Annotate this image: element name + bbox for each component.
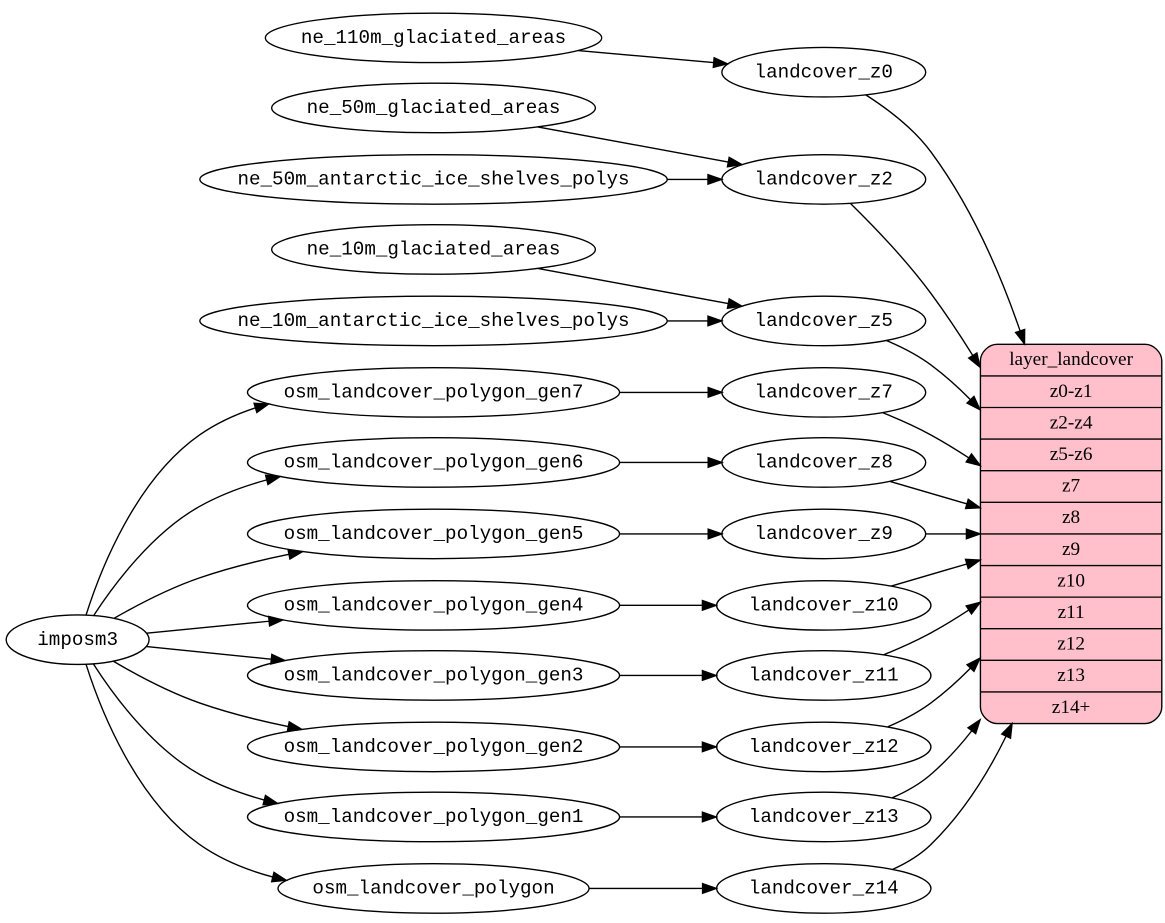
svg-text:z14+: z14+ <box>1052 697 1091 718</box>
svg-text:landcover_z10: landcover_z10 <box>749 594 899 616</box>
svg-text:ne_50m_antarctic_ice_shelves_p: ne_50m_antarctic_ice_shelves_polys <box>237 168 629 190</box>
svg-text:z13: z13 <box>1057 665 1085 686</box>
svg-text:landcover_z2: landcover_z2 <box>755 168 893 190</box>
svg-text:z5-z6: z5-z6 <box>1050 444 1093 465</box>
svg-text:z7: z7 <box>1062 476 1081 497</box>
svg-text:landcover_z7: landcover_z7 <box>755 381 893 403</box>
svg-text:osm_landcover_polygon_gen7: osm_landcover_polygon_gen7 <box>284 381 584 403</box>
svg-text:landcover_z12: landcover_z12 <box>749 736 899 758</box>
svg-text:ne_50m_glaciated_areas: ne_50m_glaciated_areas <box>307 97 561 119</box>
svg-text:osm_landcover_polygon_gen6: osm_landcover_polygon_gen6 <box>284 452 584 474</box>
svg-text:ne_110m_glaciated_areas: ne_110m_glaciated_areas <box>301 27 566 49</box>
svg-text:z12: z12 <box>1057 634 1085 655</box>
svg-text:layer_landcover: layer_landcover <box>1009 349 1133 370</box>
svg-text:landcover_z0: landcover_z0 <box>755 61 893 83</box>
svg-text:z10: z10 <box>1057 570 1085 591</box>
svg-text:z0-z1: z0-z1 <box>1050 381 1093 402</box>
svg-text:landcover_z8: landcover_z8 <box>755 452 893 474</box>
svg-text:z9: z9 <box>1062 539 1080 560</box>
svg-text:z2-z4: z2-z4 <box>1050 412 1093 433</box>
svg-text:osm_landcover_polygon_gen1: osm_landcover_polygon_gen1 <box>284 806 584 828</box>
svg-text:z8: z8 <box>1062 507 1080 528</box>
svg-text:landcover_z9: landcover_z9 <box>755 523 893 545</box>
svg-text:osm_landcover_polygon_gen2: osm_landcover_polygon_gen2 <box>284 736 584 758</box>
svg-text:ne_10m_glaciated_areas: ne_10m_glaciated_areas <box>307 239 561 261</box>
svg-text:imposm3: imposm3 <box>37 629 118 651</box>
svg-text:osm_landcover_polygon: osm_landcover_polygon <box>312 878 554 900</box>
svg-text:z11: z11 <box>1058 602 1085 623</box>
svg-text:ne_10m_antarctic_ice_shelves_p: ne_10m_antarctic_ice_shelves_polys <box>237 310 629 332</box>
svg-text:landcover_z5: landcover_z5 <box>755 310 893 332</box>
svg-text:landcover_z13: landcover_z13 <box>749 806 899 828</box>
svg-text:osm_landcover_polygon_gen5: osm_landcover_polygon_gen5 <box>284 523 584 545</box>
svg-text:osm_landcover_polygon_gen3: osm_landcover_polygon_gen3 <box>284 665 584 687</box>
svg-text:landcover_z11: landcover_z11 <box>749 665 899 687</box>
svg-text:landcover_z14: landcover_z14 <box>749 878 899 900</box>
svg-text:osm_landcover_polygon_gen4: osm_landcover_polygon_gen4 <box>284 594 584 616</box>
